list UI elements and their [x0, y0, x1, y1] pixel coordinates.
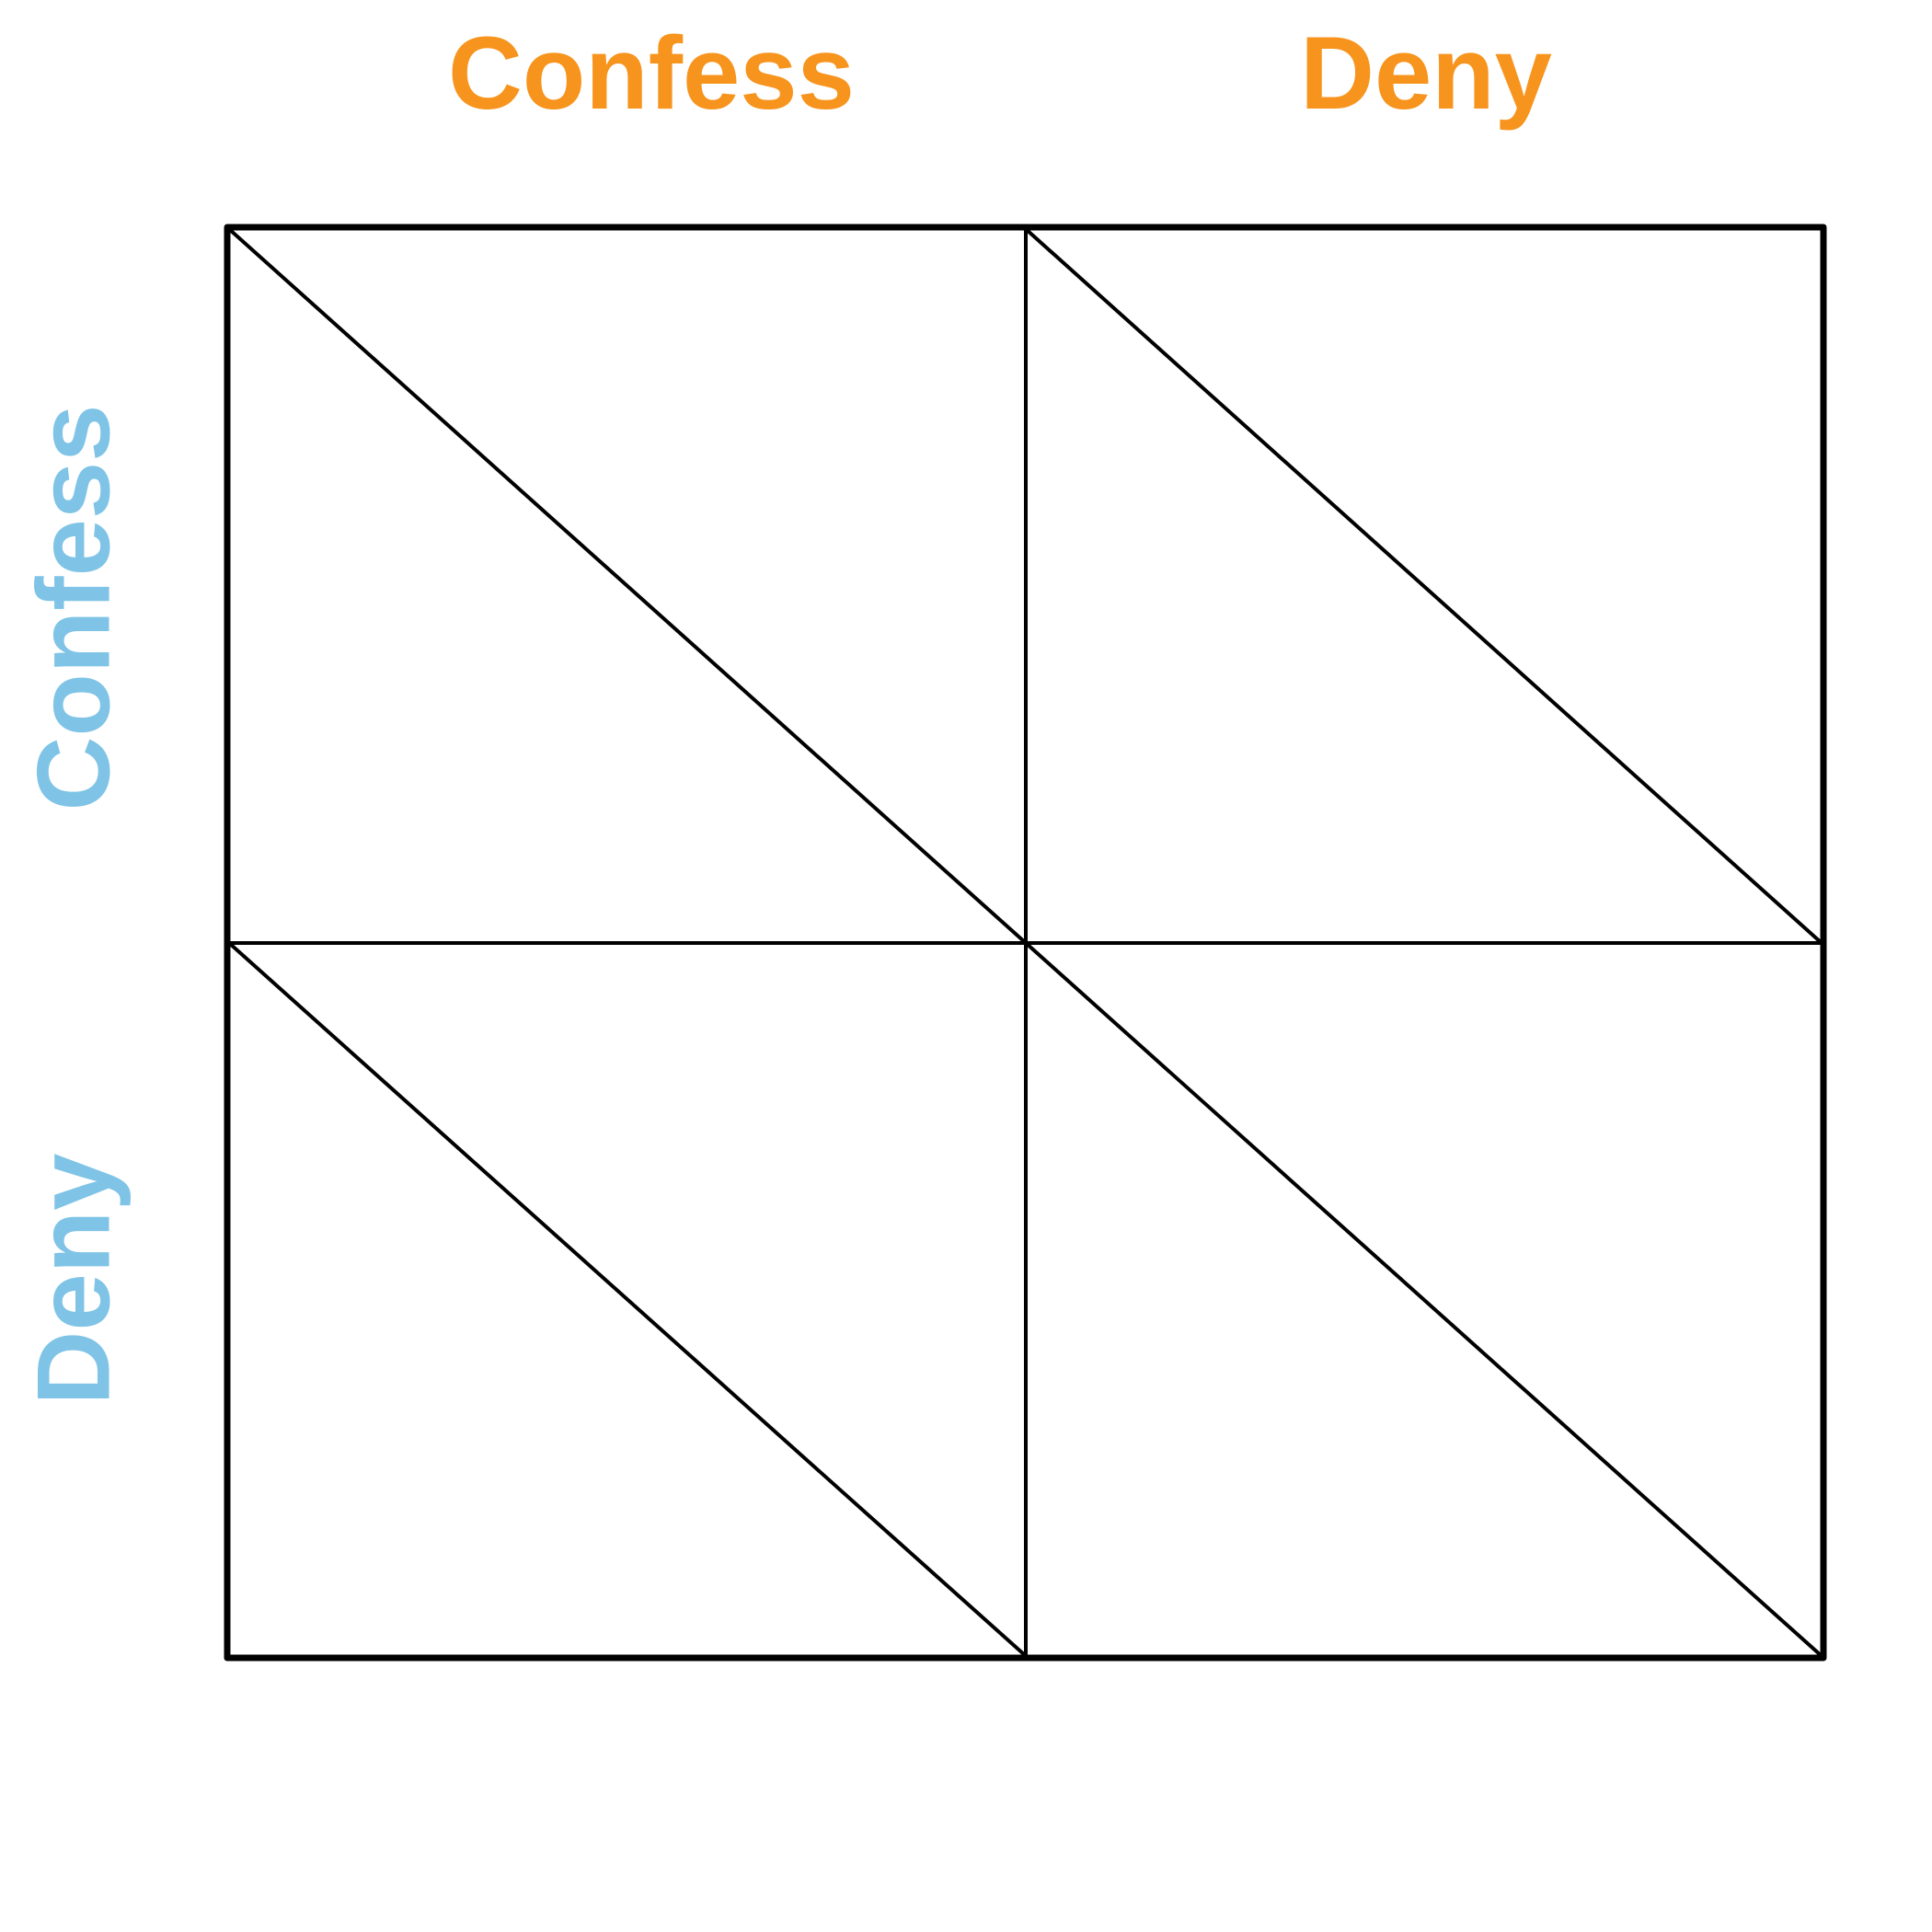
cell-diagonal-confess-confess	[227, 227, 1028, 945]
cell-diagonal-deny-confess	[227, 941, 1028, 1658]
cell-diagonal-confess-deny	[1024, 227, 1823, 945]
column-label-deny: Deny	[1300, 16, 1552, 131]
cell-diagonal-deny-deny	[1024, 941, 1823, 1658]
column-label-confess: Confess	[448, 16, 855, 131]
